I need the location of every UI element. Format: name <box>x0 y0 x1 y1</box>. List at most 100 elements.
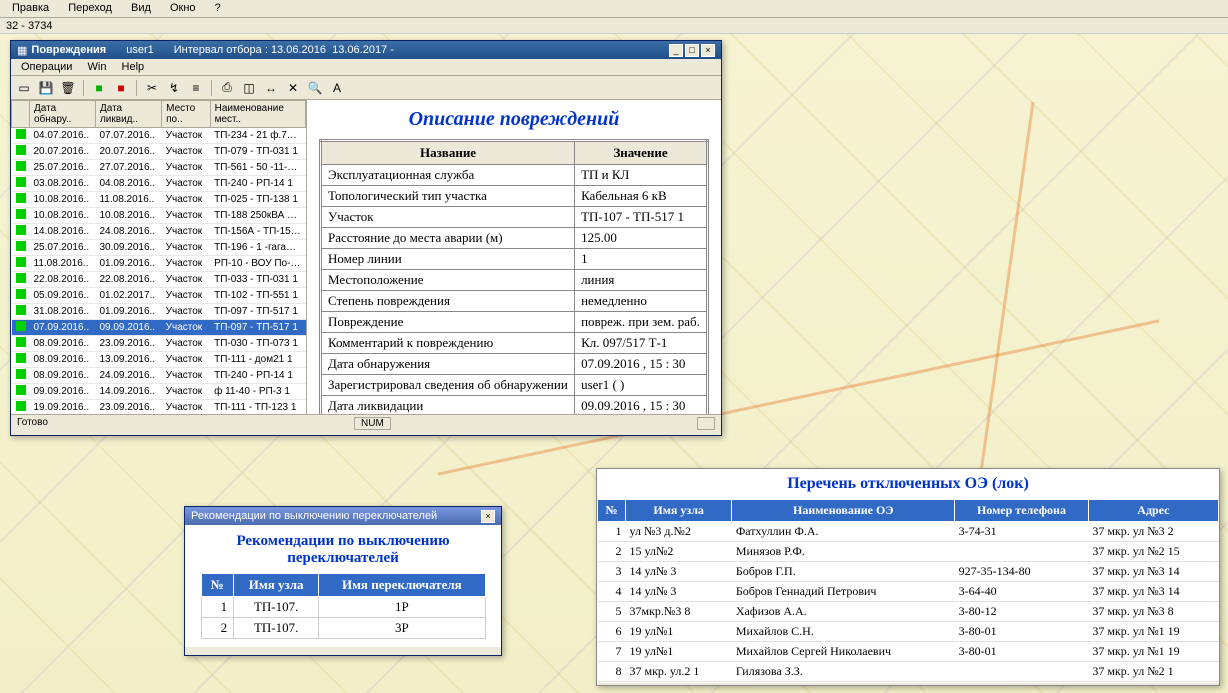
detail-row: Расстояние до места аварии (м)125.00 <box>321 228 708 249</box>
switcher-titlebar[interactable]: Рекомендации по выключению переключателе… <box>185 507 501 525</box>
print-icon[interactable]: ⎙ <box>218 79 236 97</box>
table-row[interactable]: 08.09.2016.. 13.09.2016.. Участок ТП-111… <box>12 352 306 368</box>
table-row[interactable]: 03.08.2016.. 04.08.2016.. Участок ТП-240… <box>12 176 306 192</box>
table-row[interactable]: 07.09.2016.. 09.09.2016.. Участок ТП-097… <box>12 320 306 336</box>
table-row[interactable]: 25.07.2016.. 30.09.2016.. Участок ТП-196… <box>12 240 306 256</box>
col-fixed[interactable]: Дата ликвид.. <box>95 101 161 128</box>
cell-fixed: 24.09.2016.. <box>95 368 161 384</box>
table-row[interactable]: 05.09.2016.. 01.02.2017.. Участок ТП-102… <box>12 288 306 304</box>
table-row[interactable]: 19.09.2016.. 23.09.2016.. Участок ТП-111… <box>12 400 306 415</box>
switcher-close-button[interactable]: × <box>481 510 495 523</box>
damages-list-panel: Дата обнару.. Дата ликвид.. Место по.. Н… <box>11 100 307 414</box>
cell-detected: 25.07.2016.. <box>30 240 96 256</box>
table-row[interactable]: 11.08.2016.. 01.09.2016.. Участок РП-10 … <box>12 256 306 272</box>
dc-cell-addr: 37 мкр. ул №3 2 <box>1088 522 1218 542</box>
status-dot-icon <box>16 401 26 411</box>
switcher-row[interactable]: 1ТП-107.1Р <box>201 597 485 618</box>
cell-fixed: 11.08.2016.. <box>95 192 161 208</box>
cell-place: Участок <box>162 304 210 320</box>
disconnected-row[interactable]: 1 ул №3 д.№2 Фатхуллин Ф.А. 3-74-31 37 м… <box>598 522 1219 542</box>
table-row[interactable]: 08.09.2016.. 24.09.2016.. Участок ТП-240… <box>12 368 306 384</box>
detail-value: Кл. 097/517 Т-1 <box>575 333 708 354</box>
col-place[interactable]: Место по.. <box>162 101 210 128</box>
cell-fixed: 01.09.2016.. <box>95 304 161 320</box>
menu-operations[interactable]: Операции <box>15 61 78 73</box>
cell-name: ТП-097 - ТП-517 1 <box>210 320 305 336</box>
menu-goto[interactable]: Переход <box>60 0 120 16</box>
cell-name: ТП-240 - РП-14 1 <box>210 368 305 384</box>
minimize-button[interactable]: _ <box>669 44 683 57</box>
damages-table[interactable]: Дата обнару.. Дата ликвид.. Место по.. Н… <box>11 100 306 414</box>
table-row[interactable]: 31.08.2016.. 01.09.2016.. Участок ТП-097… <box>12 304 306 320</box>
save-icon[interactable]: 💾 <box>37 79 55 97</box>
flag-red-icon[interactable]: ■ <box>112 79 130 97</box>
dc-cell-node: 14 ул№ 3 <box>626 562 732 582</box>
connect-icon[interactable]: ↔ <box>262 79 280 97</box>
maximize-button[interactable]: □ <box>685 44 699 57</box>
disconnected-row[interactable]: 3 14 ул№ 3 Бобров Г.П. 927-35-134-80 37 … <box>598 562 1219 582</box>
disc-col-phone: Номер телефона <box>955 500 1089 522</box>
dc-cell-node: ул №3 д.№2 <box>626 522 732 542</box>
dc-cell-name: Фатхуллин Ф.А. <box>732 522 955 542</box>
disconnected-row[interactable]: 8 37 мкр. ул.2 1 Гилязова З.З. 37 мкр. у… <box>598 662 1219 682</box>
dc-cell-addr: 37 мкр. ул №3 14 <box>1088 582 1218 602</box>
table-row[interactable]: 10.08.2016.. 10.08.2016.. Участок ТП-188… <box>12 208 306 224</box>
detail-key: Зарегистрировал сведения об обнаружении <box>321 375 575 396</box>
delete-icon[interactable]: 🗑 <box>59 79 77 97</box>
damages-window-titlebar[interactable]: ▦ Повреждения user1 Интервал отбора : 13… <box>11 41 721 59</box>
disconnected-row[interactable]: 4 14 ул№ 3 Бобров Геннадий Петрович 3-64… <box>598 582 1219 602</box>
table-row[interactable]: 04.07.2016.. 07.07.2016.. Участок ТП-234… <box>12 128 306 144</box>
menu-view[interactable]: Вид <box>123 0 159 16</box>
disconnected-row[interactable]: 7 19 ул№1 Михайлов Сергей Николаевич 3-8… <box>598 642 1219 662</box>
menu-help[interactable]: ? <box>207 0 229 16</box>
table-row[interactable]: 08.09.2016.. 23.09.2016.. Участок ТП-030… <box>12 336 306 352</box>
detail-key: Эксплуатационная служба <box>321 165 575 186</box>
table-row[interactable]: 20.07.2016.. 20.07.2016.. Участок ТП-079… <box>12 144 306 160</box>
table-row[interactable]: 09.09.2016.. 14.09.2016.. Участок ф 11-4… <box>12 384 306 400</box>
text-icon[interactable]: A <box>328 79 346 97</box>
table-row[interactable]: 14.08.2016.. 24.08.2016.. Участок ТП-156… <box>12 224 306 240</box>
cell-place: Участок <box>162 288 210 304</box>
disconnected-row[interactable]: 6 19 ул№1 Михайлов С.Н. 3-80-01 37 мкр. … <box>598 622 1219 642</box>
cell-place: Участок <box>162 256 210 272</box>
status-dot-icon <box>16 353 26 363</box>
disconnected-row[interactable]: 5 37мкр.№3 8 Хафизов А.А. 3-80-12 37 мкр… <box>598 602 1219 622</box>
cell-fixed: 10.08.2016.. <box>95 208 161 224</box>
disc-col-addr: Адрес <box>1088 500 1218 522</box>
disconnected-row[interactable]: 2 15 ул№2 Минязов Р.Ф. 37 мкр. ул №2 15 <box>598 542 1219 562</box>
dc-cell-node: 37 мкр. ул.2 1 <box>626 662 732 682</box>
app-menubar: Правка Переход Вид Окно ? <box>0 0 1228 18</box>
table-row[interactable]: 10.08.2016.. 11.08.2016.. Участок ТП-025… <box>12 192 306 208</box>
new-icon[interactable]: ▭ <box>15 79 33 97</box>
detail-key: Местоположение <box>321 270 575 291</box>
preview-icon[interactable]: ◫ <box>240 79 258 97</box>
search-icon[interactable]: 🔍 <box>306 79 324 97</box>
switcher-row[interactable]: 2ТП-107.3Р <box>201 618 485 639</box>
detail-row: Зарегистрировал сведения об обнаруженииu… <box>321 375 708 396</box>
menu-help2[interactable]: Help <box>116 61 151 73</box>
close-button[interactable]: × <box>701 44 715 57</box>
table-row[interactable]: 22.08.2016.. 22.08.2016.. Участок ТП-033… <box>12 272 306 288</box>
list-icon[interactable]: ≡ <box>187 79 205 97</box>
cell-place: Участок <box>162 192 210 208</box>
detail-key: Повреждение <box>321 312 575 333</box>
detail-heading: Описание повреждений <box>319 108 709 131</box>
switcher-title-text: Рекомендации по выключению переключателе… <box>191 510 437 522</box>
flag-green-icon[interactable]: ■ <box>90 79 108 97</box>
cut-icon[interactable]: ✂ <box>143 79 161 97</box>
table-row[interactable]: 25.07.2016.. 27.07.2016.. Участок ТП-561… <box>12 160 306 176</box>
menu-edit[interactable]: Правка <box>4 0 57 16</box>
detail-table: Название Значение Эксплуатационная служб… <box>319 139 709 414</box>
detail-row: Степень повреждениянемедленно <box>321 291 708 312</box>
link-icon[interactable]: ↯ <box>165 79 183 97</box>
col-detected[interactable]: Дата обнару.. <box>30 101 96 128</box>
cell-place: Участок <box>162 208 210 224</box>
menu-win[interactable]: Win <box>82 61 113 73</box>
menu-window[interactable]: Окно <box>162 0 204 16</box>
cell-fixed: 23.09.2016.. <box>95 400 161 415</box>
col-name[interactable]: Наименование мест.. <box>210 101 305 128</box>
dc-cell-node: 19 ул№1 <box>626 622 732 642</box>
dc-cell-num: 5 <box>598 602 626 622</box>
cell-fixed: 04.08.2016.. <box>95 176 161 192</box>
cross-icon[interactable]: ✕ <box>284 79 302 97</box>
